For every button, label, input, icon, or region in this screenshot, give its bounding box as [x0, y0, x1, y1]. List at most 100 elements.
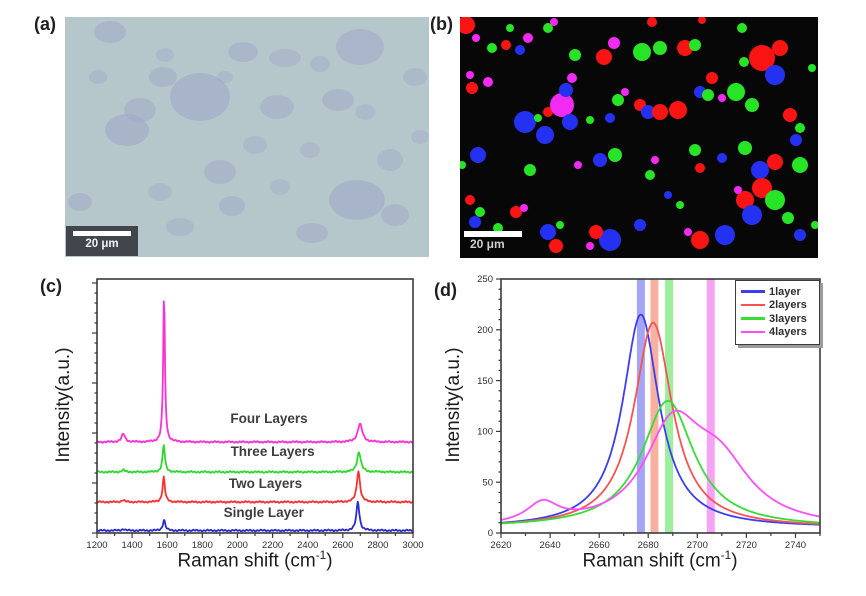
raman-domain	[795, 123, 805, 133]
plot-frame	[500, 278, 821, 534]
x-tick-label: 3000	[402, 540, 423, 551]
raman-domain	[738, 141, 752, 155]
x-tick-label: 2740	[785, 540, 806, 551]
raman-map: 20 μm	[460, 17, 818, 258]
raman-domain	[608, 148, 622, 162]
raman-domain	[727, 83, 745, 101]
raman-domain	[706, 72, 718, 84]
x-tick-label: 1400	[122, 540, 143, 551]
x-tick-label: 1800	[192, 540, 213, 551]
graphene-flake	[260, 95, 294, 119]
raman-domain	[645, 170, 655, 180]
raman-domain	[695, 163, 705, 173]
micrograph-b-domains-layer	[460, 17, 818, 258]
raman-domain	[520, 204, 528, 212]
graphene-flake	[68, 193, 92, 211]
raman-domain	[586, 116, 594, 124]
raman-domain	[677, 40, 693, 56]
chart-d-xlabel-sup: -1	[720, 549, 732, 562]
raman-domain	[515, 45, 525, 55]
raman-domain	[689, 144, 701, 156]
raman-domain	[749, 45, 775, 71]
graphene-flake	[355, 104, 375, 120]
raman-domain	[524, 164, 536, 176]
graphene-flake	[217, 71, 233, 83]
y-tick-label: 100	[477, 427, 493, 438]
raman-domain	[493, 223, 503, 233]
graphene-flake	[94, 21, 126, 43]
graphene-flake	[148, 183, 172, 201]
curve-label: Two Layers	[229, 476, 302, 491]
raman-domain	[550, 93, 574, 117]
raman-domain	[782, 212, 794, 224]
raman-domain	[634, 219, 646, 231]
raman-domain	[783, 108, 797, 122]
x-tick-label: 2000	[227, 540, 248, 551]
raman-domain	[792, 157, 808, 173]
chart-d-ylabel: Intensity(a.u.)	[443, 347, 464, 463]
graphene-flake	[105, 114, 149, 146]
panel-a-label: (a)	[34, 14, 56, 34]
curve-label: Single Layer	[224, 505, 305, 520]
graphene-flake	[403, 68, 427, 86]
graphene-flake	[377, 149, 403, 171]
raman-domain	[562, 114, 578, 130]
graphene-flake	[381, 204, 409, 226]
raman-domain	[469, 216, 481, 228]
spectra-chart: 1200 1400 1600 1800 2000 2200 2400 2600 2800 3000…	[86, 278, 424, 551]
raman-domain	[669, 101, 687, 119]
raman-domain	[734, 186, 742, 194]
band-comparison-chart: 2620 2640 2660 2680 2700 2720 2740 0 50 100 150 200…	[477, 274, 821, 551]
scalebar-a-bar	[73, 231, 131, 236]
graphene-flake	[89, 70, 107, 84]
raman-domain	[811, 221, 818, 229]
x-tick-label: 2700	[687, 540, 708, 551]
chart-c-ylabel: Intensity(a.u.)	[53, 347, 74, 463]
chart-d-xlabel-main: Raman shift (cm	[582, 550, 721, 572]
raman-domain	[676, 201, 684, 209]
series-4layers	[500, 409, 821, 521]
raman-domain	[593, 153, 607, 167]
chart-c-xlabel: Raman shift (cm-1)	[130, 549, 380, 572]
x-tick-label: 2620	[490, 540, 511, 551]
y-tick-label: 50	[482, 477, 493, 488]
chart-d-xlabel: Raman shift (cm-1)	[535, 549, 785, 572]
raman-domain	[633, 43, 651, 61]
legend-label: 3layers	[769, 312, 807, 325]
raman-domain	[556, 221, 564, 229]
raman-domain	[569, 49, 581, 61]
graphene-flake	[310, 56, 330, 72]
series-two-layers	[96, 470, 414, 504]
legend-label: 4layers	[769, 326, 807, 338]
graphene-flake	[411, 130, 429, 144]
raman-domain	[483, 77, 493, 87]
raman-domain	[608, 37, 620, 49]
raman-domain	[717, 153, 727, 163]
raman-domain	[745, 98, 759, 112]
raman-domain	[549, 239, 563, 253]
graphene-flake	[296, 223, 328, 243]
legend-line-swatch	[741, 330, 765, 334]
raman-domain	[739, 57, 749, 67]
x-tick-label: 2720	[736, 540, 757, 551]
chart-c-xlabel-main: Raman shift (cm	[177, 550, 316, 572]
raman-domain	[736, 191, 754, 209]
raman-domain	[664, 191, 672, 199]
x-tick-label: 2200	[262, 540, 283, 551]
panel-c-label: (c)	[40, 276, 62, 296]
raman-domain	[470, 147, 486, 163]
x-tick-label: 2680	[638, 540, 659, 551]
raman-domain	[698, 17, 706, 24]
legend-label: 1layer	[769, 285, 801, 298]
raman-domain	[689, 39, 701, 51]
x-tick-label: 2660	[589, 540, 610, 551]
graphene-flake	[336, 29, 384, 65]
graphene-flake	[228, 42, 258, 62]
raman-domain	[599, 229, 621, 251]
optical-micrograph: 20 μm	[65, 17, 429, 257]
peak-position-band	[650, 279, 659, 533]
raman-domain	[737, 23, 747, 33]
raman-domain	[460, 17, 475, 34]
raman-domain	[472, 34, 480, 42]
raman-domain	[605, 113, 615, 123]
